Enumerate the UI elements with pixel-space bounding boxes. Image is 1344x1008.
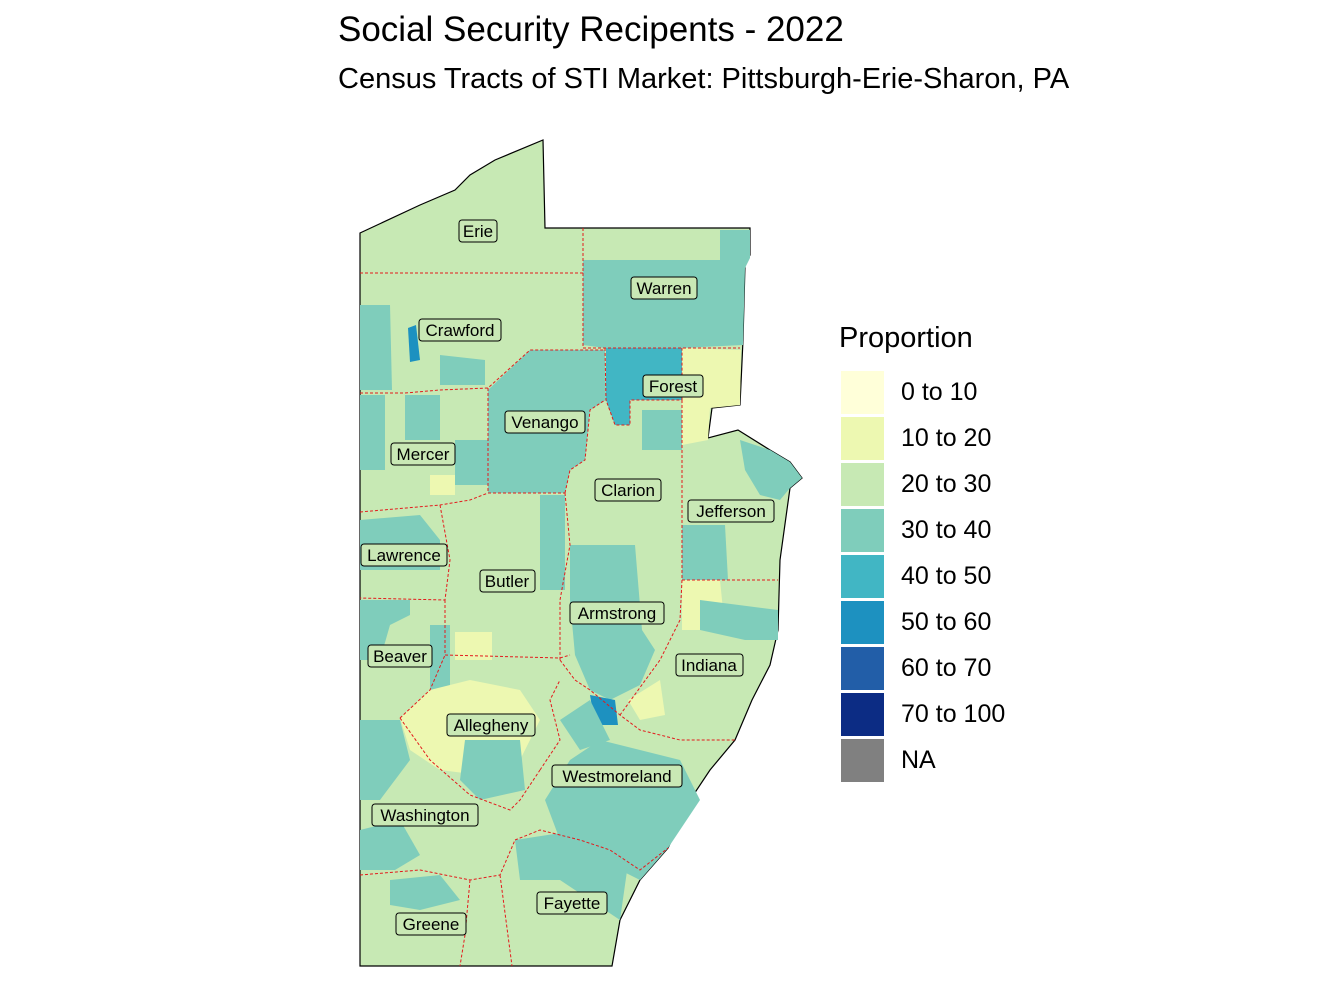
tract-patch-butler-light [455,632,492,660]
tract-patch-clarion-east [642,410,682,450]
tract-patch-jefferson-west [682,525,728,580]
tract-patch-washington [360,720,410,800]
county-boundaries [359,228,778,967]
legend-swatch [841,600,884,644]
svg-text:Indiana: Indiana [681,656,737,675]
svg-text:Clarion: Clarion [601,481,655,500]
legend-label: 0 to 10 [901,377,978,406]
svg-text:Fayette: Fayette [544,894,601,913]
legend-item: NA [841,738,936,782]
county-label-venango: Venango [504,410,586,434]
svg-text:Butler: Butler [485,572,530,591]
svg-text:Mercer: Mercer [397,445,450,464]
svg-text:Beaver: Beaver [373,647,427,666]
county-label-allegheny: Allegheny [446,713,536,737]
legend-label: 60 to 70 [901,653,992,682]
legend-item: 40 to 50 [841,554,991,598]
legend-label: 30 to 40 [901,515,992,544]
county-label-greene: Greene [395,912,467,936]
tract-patch-mercer-east [455,440,488,485]
legend-label: 10 to 20 [901,423,992,452]
legend-item: 60 to 70 [841,646,991,690]
legend-swatch [841,738,884,782]
legend-label: 50 to 60 [901,607,992,636]
tract-patch-allegheny-inner [460,740,525,800]
svg-text:Jefferson: Jefferson [696,502,766,521]
county-label-indiana: Indiana [675,653,744,677]
map-title: Social Security Recipents - 2022 [338,10,844,49]
county-label-beaver: Beaver [367,644,433,668]
legend-item: 10 to 20 [841,416,991,460]
svg-text:Armstrong: Armstrong [578,604,656,623]
svg-text:Allegheny: Allegheny [454,716,529,735]
legend-title: Proportion [839,322,973,354]
tract-patch-beaver-mid [430,625,450,690]
legend-swatch [841,646,884,690]
tract-patch-westmoreland-west [560,700,610,750]
tract-patch-butler-east [540,495,565,590]
svg-text:Erie: Erie [463,222,493,241]
legend-swatch [841,554,884,598]
tract-patch-mercer-light [430,475,455,495]
legend-item: 20 to 30 [841,462,991,506]
legend-label: NA [901,745,936,774]
svg-text:Westmoreland: Westmoreland [562,767,671,786]
legend-swatch [841,692,884,736]
county-label-mercer: Mercer [390,442,456,466]
county-label-westmoreland: Westmoreland [551,764,683,788]
svg-text:Washington: Washington [380,806,469,825]
county-labels: Erie Warren Crawford Forest Venango Merc… [360,219,775,936]
tract-patch-crawford-west [360,305,392,390]
legend-label: 20 to 30 [901,469,992,498]
legend-item: 50 to 60 [841,600,991,644]
county-label-butler: Butler [479,569,536,593]
county-label-forest: Forest [642,374,704,398]
tract-patch-crawford-blue [408,325,420,362]
legend-label: 40 to 50 [901,561,992,590]
legend-swatch [841,416,884,460]
map-subtitle: Census Tracts of STI Market: Pittsburgh-… [338,63,1070,95]
svg-text:Lawrence: Lawrence [367,546,441,565]
tract-patch-jefferson-east [740,440,802,500]
svg-text:Venango: Venango [511,413,578,432]
legend-label: 70 to 100 [901,699,1006,728]
county-label-lawrence: Lawrence [360,543,448,567]
svg-text:Greene: Greene [403,915,460,934]
svg-text:Crawford: Crawford [426,321,495,340]
tract-patch-indiana-light [628,680,665,720]
county-label-washington: Washington [371,803,479,827]
legend-swatch [841,462,884,506]
county-label-warren: Warren [630,276,698,300]
legend-item: 30 to 40 [841,508,991,552]
county-label-erie: Erie [458,219,498,243]
tract-patch-greene [390,875,460,910]
legend-swatch [841,370,884,414]
tract-patch-indiana [700,600,778,640]
tract-patch-forest-east [682,348,741,445]
svg-text:Forest: Forest [649,377,697,396]
county-label-fayette: Fayette [536,891,608,915]
tract-patch-mercer-mid [405,395,440,440]
tract-patch-crawford-mid [440,355,485,385]
county-label-armstrong: Armstrong [569,601,665,625]
legend-item: 70 to 100 [841,692,1005,736]
tract-patch-mercer-west [360,395,385,470]
legend-swatch [841,508,884,552]
svg-text:Warren: Warren [636,279,691,298]
county-label-crawford: Crawford [418,318,502,342]
tract-patch-washington-south [360,820,420,870]
county-label-clarion: Clarion [594,478,662,502]
legend-item: 0 to 10 [841,370,977,414]
county-label-jefferson: Jefferson [687,499,775,523]
